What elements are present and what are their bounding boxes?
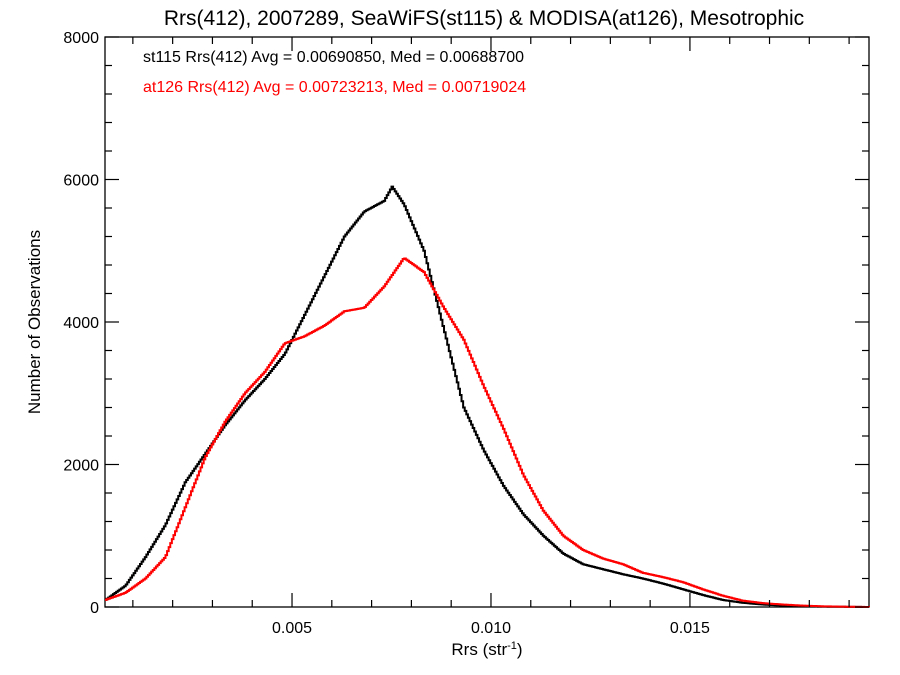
x-axis-label-superscript: -1 <box>507 640 517 652</box>
series-line-0 <box>105 185 870 608</box>
y-tick-label: 0 <box>90 600 99 617</box>
annotation-at126: at126 Rrs(412) Avg = 0.00723213, Med = 0… <box>143 79 526 96</box>
series-layer <box>105 185 870 608</box>
x-axis-label-close: ) <box>517 640 523 659</box>
x-tick-label: 0.005 <box>272 620 312 637</box>
chart-title: Rrs(412), 2007289, SeaWiFS(st115) & MODI… <box>164 7 804 30</box>
x-tick-label: 0.015 <box>670 620 710 637</box>
ticks-layer: 0.005 0.010 0.015 0 2000 4000 6000 8000 <box>63 30 869 637</box>
y-axis-label: Number of Observations <box>25 230 44 414</box>
series-line-1 <box>105 257 870 608</box>
y-tick-label: 2000 <box>63 458 99 475</box>
x-tick-label: 0.010 <box>471 620 511 637</box>
x-axis-label-main: Rrs (str <box>451 640 507 659</box>
plot-frame <box>104 36 870 608</box>
annotation-st115: st115 Rrs(412) Avg = 0.00690850, Med = 0… <box>143 49 524 66</box>
y-tick-label: 6000 <box>63 173 99 190</box>
plot-area: 0.005 0.010 0.015 0 2000 4000 6000 8000 <box>63 30 870 637</box>
y-tick-label: 4000 <box>63 315 99 332</box>
x-axis-label: Rrs (str-1) <box>451 640 522 659</box>
y-tick-label: 8000 <box>63 30 99 47</box>
